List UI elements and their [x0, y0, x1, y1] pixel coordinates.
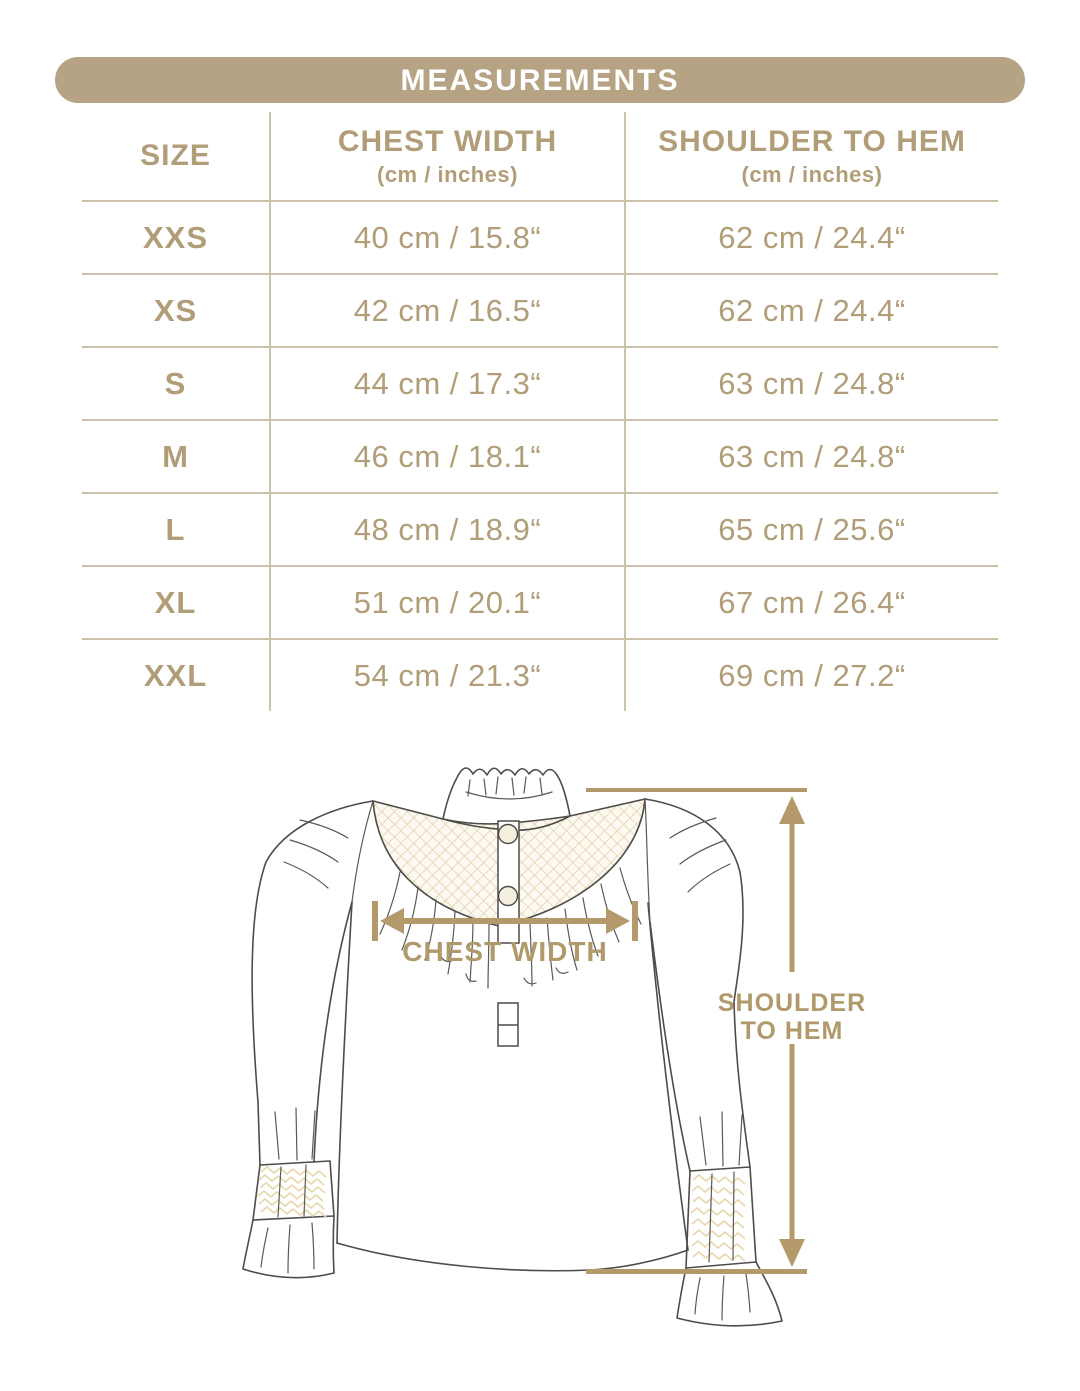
shoulder-cell: 67 cm / 26.4“ — [624, 567, 998, 638]
chest-cell: 44 cm / 17.3“ — [269, 348, 624, 419]
table-row: XS 42 cm / 16.5“ 62 cm / 24.4“ — [82, 275, 998, 348]
size-cell: L — [165, 511, 186, 547]
shoulder-line — [586, 788, 807, 792]
left-cuff-smocking — [257, 1166, 327, 1218]
hem-line — [586, 1269, 807, 1274]
chest-cell: 54 cm / 21.3“ — [269, 640, 624, 711]
table-row: XL 51 cm / 20.1“ 67 cm / 26.4“ — [82, 567, 998, 640]
chest-cell: 46 cm / 18.1“ — [269, 421, 624, 492]
table-row: L 48 cm / 18.9“ 65 cm / 25.6“ — [82, 494, 998, 567]
size-table: SIZE CHEST WIDTH (cm / inches) SHOULDER … — [82, 112, 998, 711]
page-title: MEASUREMENTS — [400, 64, 680, 97]
table-row: XXS 40 cm / 15.8“ 62 cm / 24.4“ — [82, 202, 998, 275]
shoulder-cell: 62 cm / 24.4“ — [624, 275, 998, 346]
chest-cell: 40 cm / 15.8“ — [269, 202, 624, 273]
button — [497, 885, 519, 907]
button — [497, 823, 519, 845]
garment-measurement-diagram: CHEST WIDTH SHOULDER TO HEM — [242, 767, 866, 1327]
blouse-drawing — [242, 767, 783, 1327]
chest-width-label: CHEST WIDTH — [402, 936, 607, 967]
size-cell: XS — [153, 292, 198, 328]
size-cell: XXL — [143, 657, 208, 693]
column-header-size: SIZE — [140, 139, 211, 172]
size-cell: M — [162, 438, 189, 474]
size-cell: S — [164, 365, 187, 401]
shoulder-cell: 62 cm / 24.4“ — [624, 202, 998, 273]
table-row: S 44 cm / 17.3“ 63 cm / 24.8“ — [82, 348, 998, 421]
right-cuff-smocking — [690, 1174, 746, 1262]
size-cell: XXS — [142, 219, 209, 255]
measurements-title-pill: MEASUREMENTS — [55, 57, 1025, 103]
header-row: SIZE CHEST WIDTH (cm / inches) SHOULDER … — [82, 112, 998, 202]
column-header-shoulder-to-hem: SHOULDER TO HEM (cm / inches) — [624, 112, 998, 200]
column-header-chest-width: CHEST WIDTH (cm / inches) — [269, 112, 624, 200]
chest-width-arrow — [372, 901, 638, 941]
shoulder-cell: 63 cm / 24.8“ — [624, 348, 998, 419]
shoulder-to-hem-label-line1: SHOULDER — [718, 989, 866, 1017]
chest-cell: 51 cm / 20.1“ — [269, 567, 624, 638]
shoulder-cell: 63 cm / 24.8“ — [624, 421, 998, 492]
chest-cell: 48 cm / 18.9“ — [269, 494, 624, 565]
size-cell: XL — [154, 584, 197, 620]
table-row: XXL 54 cm / 21.3“ 69 cm / 27.2“ — [82, 640, 998, 711]
shoulder-cell: 65 cm / 25.6“ — [624, 494, 998, 565]
shoulder-to-hem-label-line2: TO HEM — [741, 1017, 844, 1045]
chest-cell: 42 cm / 16.5“ — [269, 275, 624, 346]
shoulder-cell: 69 cm / 27.2“ — [624, 640, 998, 711]
table-row: M 46 cm / 18.1“ 63 cm / 24.8“ — [82, 421, 998, 494]
shoulder-to-hem-arrow — [779, 796, 805, 1267]
